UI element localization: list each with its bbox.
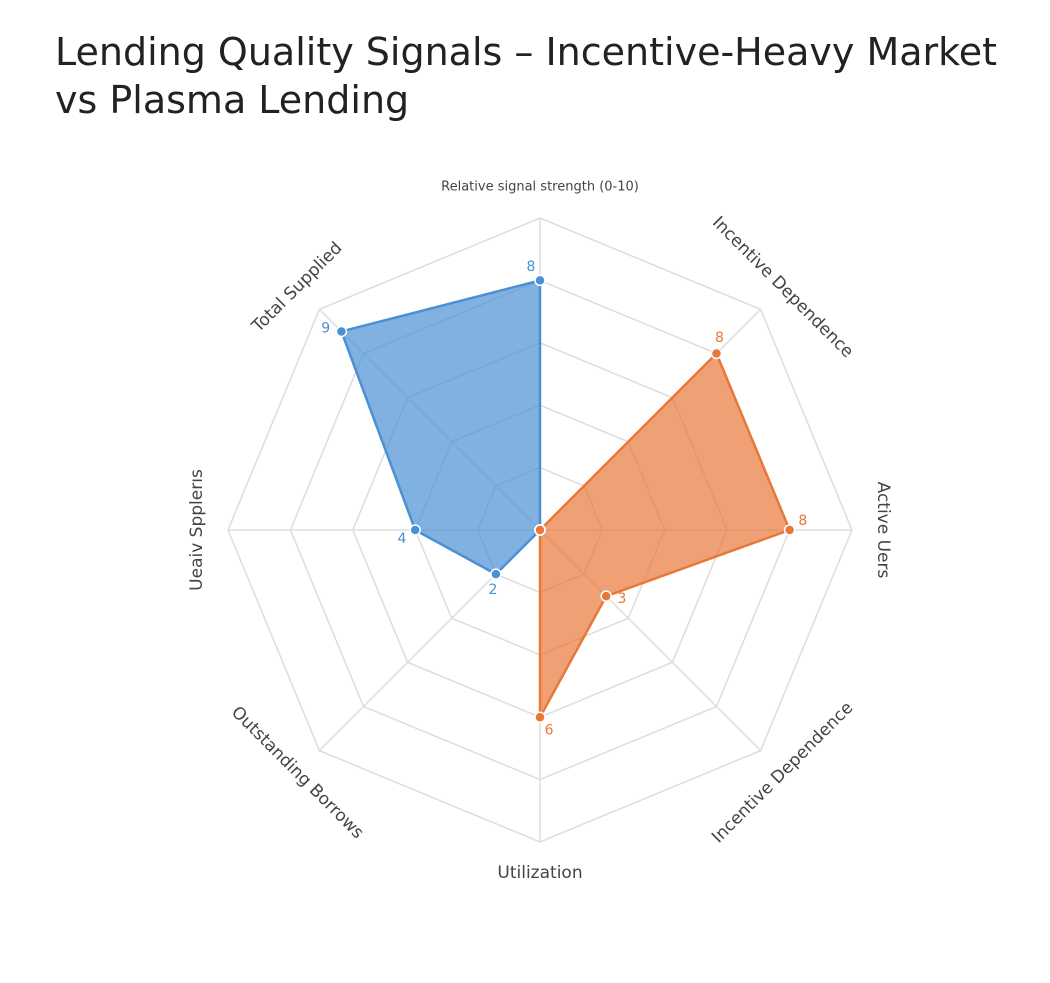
data-point [534, 274, 546, 287]
data-point [783, 524, 796, 536]
value-label: 6 [545, 722, 554, 738]
data-point [534, 524, 546, 536]
value-label: 4 [398, 531, 407, 547]
value-label: 8 [527, 259, 536, 275]
data-point [710, 347, 723, 360]
value-label: 8 [715, 330, 724, 346]
category-label: Ueaiv Spplerıs [187, 469, 207, 591]
series-area [340, 279, 542, 576]
value-label: 2 [488, 582, 497, 598]
series-area [538, 352, 791, 719]
data-point [335, 325, 348, 338]
value-label: 8 [798, 513, 807, 529]
data-point [490, 568, 502, 580]
axis-label: Relative signal strength (0-10) [441, 180, 639, 195]
data-point [600, 590, 612, 602]
value-label: 3 [617, 591, 626, 607]
data-point [409, 524, 421, 536]
chart-title: Lending Quality Signals – Incentive-Heav… [55, 30, 998, 122]
value-label: 9 [321, 320, 330, 336]
data-point [534, 711, 546, 723]
category-label: Active Uers [873, 482, 893, 579]
category-label: Utilization [497, 863, 582, 883]
